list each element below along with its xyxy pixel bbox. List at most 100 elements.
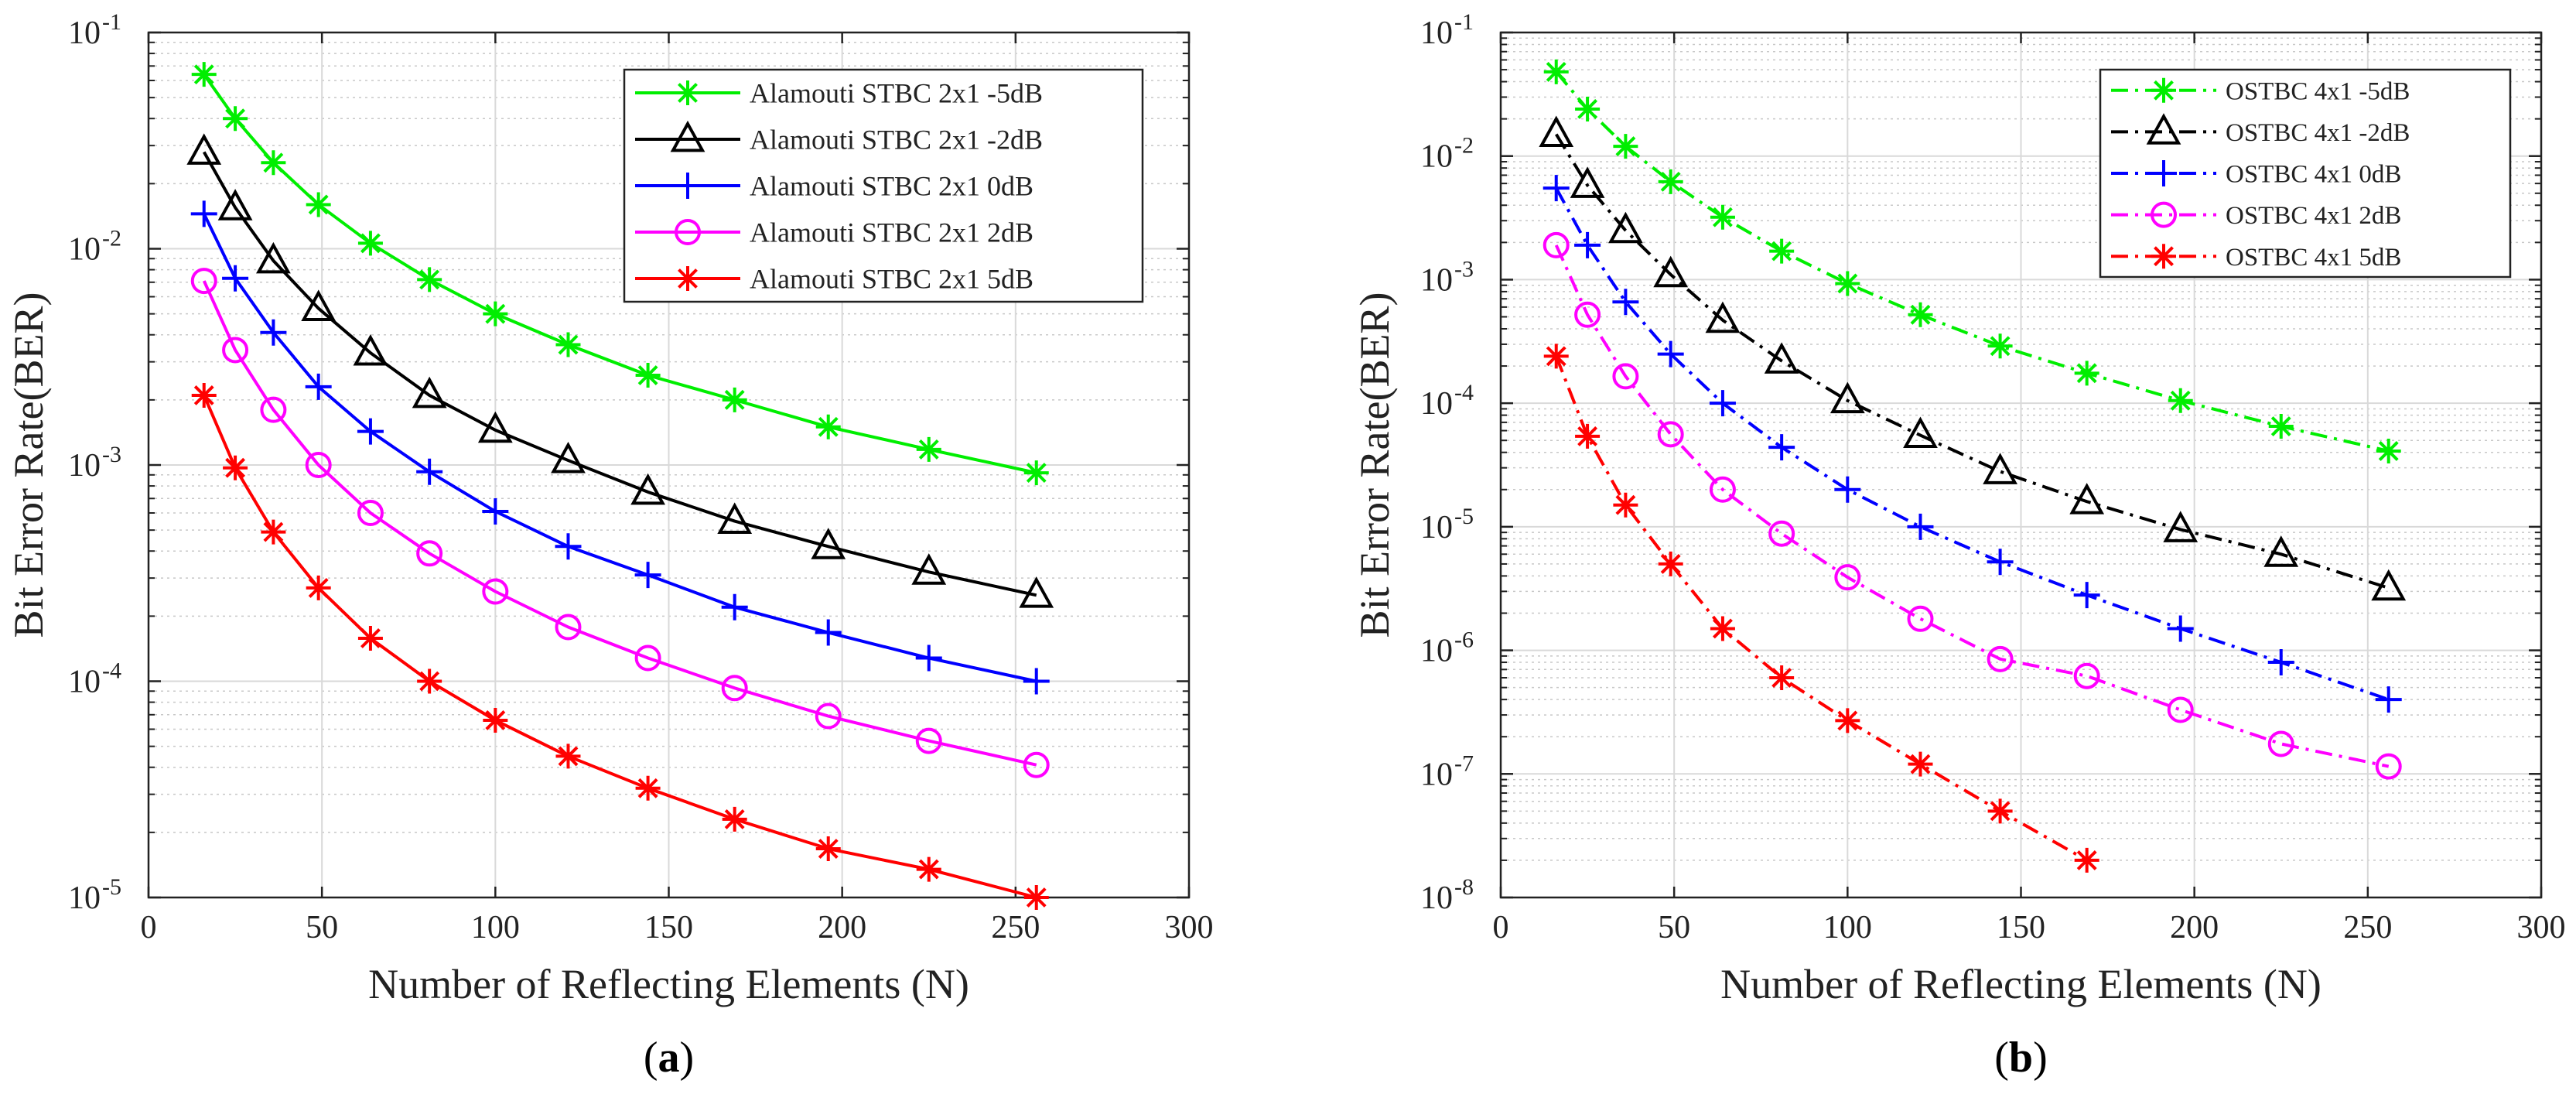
data-point: [1830, 381, 1865, 414]
data-point: [1987, 798, 2013, 824]
data-point: [191, 62, 217, 87]
data-point: [1543, 231, 1570, 258]
data-point: [555, 614, 582, 641]
y-axis: 10-810-710-610-510-410-310-210-1: [1420, 9, 2541, 916]
data-point: [412, 376, 447, 409]
legend-label: Alamouti STBC 2x1 -5dB: [750, 78, 1043, 109]
data-point: [1658, 169, 1683, 194]
data-point: [357, 418, 384, 445]
x-tick-label: 100: [1823, 910, 1872, 945]
legend-label: OSTBC 4x1 5dB: [2226, 244, 2401, 272]
data-point: [722, 806, 747, 832]
data-point: [1539, 115, 1574, 147]
legend: OSTBC 4x1 -5dB OSTBC 4x1 -2dB OSTBC 4x1 0d…: [2099, 68, 2512, 279]
data-point: [1023, 885, 1049, 910]
x-tick-label: 50: [1658, 910, 1690, 945]
data-point: [357, 231, 383, 256]
data-point: [2263, 535, 2299, 567]
legend-label: Alamouti STBC 2x1 2dB: [750, 217, 1033, 248]
data-point: [911, 553, 947, 585]
legend-marker: [675, 80, 700, 105]
x-tick-label: 0: [141, 910, 157, 945]
data-point: [2073, 582, 2100, 609]
data-point: [1835, 271, 1860, 296]
data-point: [1835, 708, 1860, 733]
data-point: [261, 150, 286, 176]
x-tick-label: 100: [471, 910, 520, 945]
data-point: [630, 473, 665, 505]
data-point: [1570, 166, 1605, 198]
x-tick-label: 250: [2343, 910, 2392, 945]
data-point: [1657, 421, 1684, 448]
data-point: [223, 455, 248, 480]
data-point: [635, 775, 661, 801]
data-point: [190, 268, 217, 295]
y-tick-label: 10: [1420, 262, 1453, 298]
data-point: [1983, 453, 2017, 484]
data-point: [1768, 434, 1795, 461]
data-point: [2267, 730, 2294, 757]
data-point: [260, 396, 287, 423]
panel-label-letter: b: [2009, 1034, 2033, 1082]
data-point: [353, 333, 388, 366]
y-tick-label: 10: [68, 15, 101, 51]
data-point: [635, 363, 661, 388]
legend-label: OSTBC 4x1 -5dB: [2226, 77, 2410, 105]
data-point: [1710, 616, 1735, 641]
legend-marker: [2151, 244, 2176, 269]
data-point: [416, 540, 443, 567]
legend-label: OSTBC 4x1 2dB: [2226, 202, 2401, 230]
series-3: [1543, 231, 2402, 780]
x-tick-label: 150: [644, 910, 693, 945]
data-point: [1574, 231, 1601, 258]
y-tick-exponent: -2: [102, 226, 121, 251]
data-point: [634, 562, 661, 589]
data-point: [1543, 59, 1569, 84]
data-point: [717, 502, 753, 534]
data-point: [1908, 302, 1933, 327]
data-point: [1834, 564, 1861, 591]
y-tick-label: 10: [1420, 139, 1453, 175]
series-1: [1539, 115, 2407, 601]
data-point: [1658, 551, 1683, 576]
y-tick-label: 10: [68, 880, 101, 916]
data-point: [2163, 511, 2198, 542]
data-point: [915, 727, 942, 754]
data-point: [1608, 211, 1643, 244]
data-point: [815, 836, 841, 862]
x-tick-label: 300: [1165, 910, 1214, 945]
data-point: [815, 414, 841, 439]
data-point: [1768, 520, 1795, 547]
data-point: [1023, 668, 1050, 695]
data-point: [2267, 649, 2294, 676]
data-point: [1613, 492, 1638, 518]
data-point: [555, 332, 581, 357]
x-tick-label: 150: [1997, 910, 2045, 945]
chart-panel-b: 0 50 100 150 200 250 30010-810-710-610-510-410…: [1351, 9, 2566, 1082]
data-point: [2371, 569, 2407, 601]
data-point: [551, 441, 586, 473]
y-tick-label: 10: [68, 665, 101, 700]
data-point: [722, 387, 747, 412]
data-point: [1987, 333, 2013, 359]
data-point: [2376, 438, 2401, 463]
y-tick-exponent: -1: [1454, 9, 1474, 35]
data-point: [555, 744, 581, 769]
x-axis: 0 50 100 150 200 250 300: [1493, 32, 2566, 945]
data-point: [1987, 645, 2014, 672]
series-3: [190, 268, 1050, 778]
data-point: [483, 707, 508, 733]
data-point: [357, 500, 384, 527]
series-line: [1554, 244, 2390, 768]
y-tick-label: 10: [68, 448, 101, 484]
y-tick-exponent: -5: [1454, 504, 1474, 529]
data-point: [1612, 289, 1639, 316]
data-point: [222, 265, 249, 292]
panel-label-letter: a: [658, 1034, 680, 1082]
data-point: [306, 575, 331, 600]
data-point: [417, 267, 442, 292]
data-point: [223, 106, 248, 132]
legend-label: OSTBC 4x1 -2dB: [2226, 119, 2410, 147]
y-tick-exponent: -7: [1454, 750, 1474, 776]
